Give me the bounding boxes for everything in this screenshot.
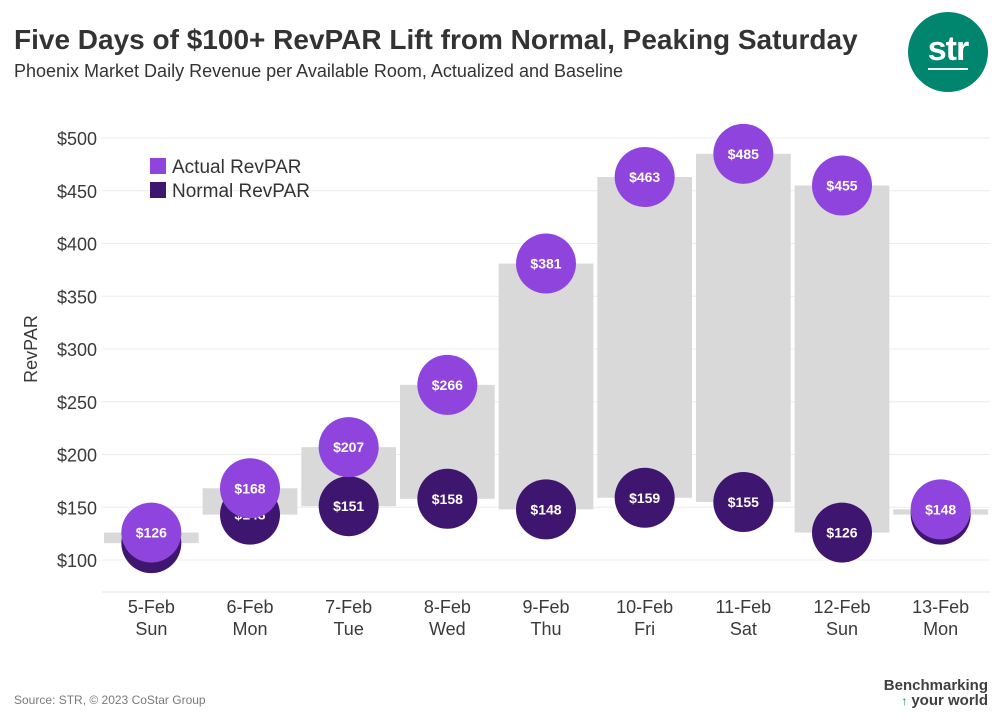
data-circle [318, 476, 379, 537]
source-note: Source: STR, © 2023 CoStar Group [14, 693, 206, 707]
data-label: $158 [432, 491, 463, 507]
x-axis: 5-FebSun6-FebMon7-FebTue8-FebWed9-FebThu… [102, 591, 990, 639]
data-label: $155 [728, 494, 759, 510]
x-tick-label: 11-Feb [715, 597, 771, 617]
data-label: $207 [333, 439, 364, 455]
data-label: $455 [826, 177, 857, 193]
y-axis-title: RevPAR [21, 315, 41, 383]
x-tick-weekday: Mon [923, 619, 958, 639]
legend-swatch [150, 158, 166, 174]
str-logo: str [908, 12, 988, 92]
y-tick-label: $100 [57, 551, 97, 571]
x-tick-weekday: Thu [530, 619, 561, 639]
legend-label: Normal RevPAR [172, 181, 310, 202]
x-tick-label: 10-Feb [616, 597, 673, 617]
data-label: $126 [136, 525, 167, 541]
data-circle [318, 417, 379, 478]
data-circle [121, 502, 182, 563]
data-label: $151 [333, 498, 364, 514]
data-circle [220, 458, 280, 519]
y-tick-label: $350 [57, 287, 97, 307]
y-tick-label: $500 [57, 129, 97, 149]
x-tick-weekday: Sat [730, 619, 757, 639]
y-tick-label: $400 [57, 235, 97, 255]
data-label: $126 [826, 525, 857, 541]
legend: Actual RevPAR Normal RevPAR [150, 157, 310, 202]
data-circle [812, 155, 872, 216]
x-tick-label: 5-Feb [128, 597, 175, 617]
x-tick-weekday: Wed [429, 619, 466, 639]
x-tick-label: 8-Feb [424, 597, 471, 617]
data-label: $266 [432, 377, 463, 393]
data-circle [713, 123, 774, 184]
x-tick-label: 12-Feb [813, 597, 870, 617]
x-tick-label: 13-Feb [912, 597, 969, 617]
data-label: $485 [728, 146, 759, 162]
x-tick-weekday: Sun [826, 619, 858, 639]
data-label: $168 [234, 480, 265, 496]
chart-subtitle: Phoenix Market Daily Revenue per Availab… [14, 61, 624, 81]
y-tick-label: $200 [57, 446, 97, 466]
data-circle [417, 354, 478, 415]
logo-text: str [927, 32, 969, 71]
data-circles: $116$143$151$158$148$159$155$126$143$126… [121, 123, 971, 574]
gap-bar [794, 185, 890, 533]
legend-swatch [150, 182, 166, 198]
tagline-line2: your world [911, 692, 988, 709]
data-circle [516, 479, 576, 540]
data-label: $159 [629, 490, 660, 506]
gap-bar [695, 153, 791, 502]
data-circle [812, 502, 872, 563]
y-axis: $100 $150 $200 $250 $300 $350 $400 $450 $500 RevP… [21, 129, 97, 571]
y-tick-label: $250 [57, 393, 97, 413]
data-circle [713, 471, 774, 532]
x-tick-label: 6-Feb [226, 597, 273, 617]
data-circle [614, 467, 675, 528]
x-tick-weekday: Mon [232, 619, 267, 639]
data-label: $148 [530, 501, 561, 517]
y-tick-label: $150 [57, 498, 97, 518]
data-circle [516, 233, 576, 294]
data-circle [614, 147, 675, 208]
x-tick-weekday: Fri [634, 619, 655, 639]
data-label: $463 [629, 169, 660, 185]
y-tick-label: $450 [57, 182, 97, 202]
gap-bar [597, 177, 693, 498]
data-circle [417, 468, 478, 529]
legend-label: Actual RevPAR [172, 157, 302, 178]
chart-title: Five Days of $100+ RevPAR Lift from Norm… [14, 24, 858, 55]
tagline-line1: Benchmarking [883, 677, 988, 694]
pin-icon: ↑ [901, 694, 908, 708]
x-tick-weekday: Tue [333, 619, 363, 639]
x-tick-label: 7-Feb [325, 597, 372, 617]
tagline: Benchmarking ↑ your world [884, 678, 988, 709]
x-tick-label: 9-Feb [522, 597, 569, 617]
y-tick-label: $300 [57, 340, 97, 360]
x-tick-weekday: Sun [135, 619, 167, 639]
data-circle [910, 479, 971, 540]
gap-bars [103, 153, 989, 544]
data-label: $381 [530, 256, 561, 272]
data-label: $148 [925, 501, 956, 517]
gap-bar [498, 263, 594, 510]
